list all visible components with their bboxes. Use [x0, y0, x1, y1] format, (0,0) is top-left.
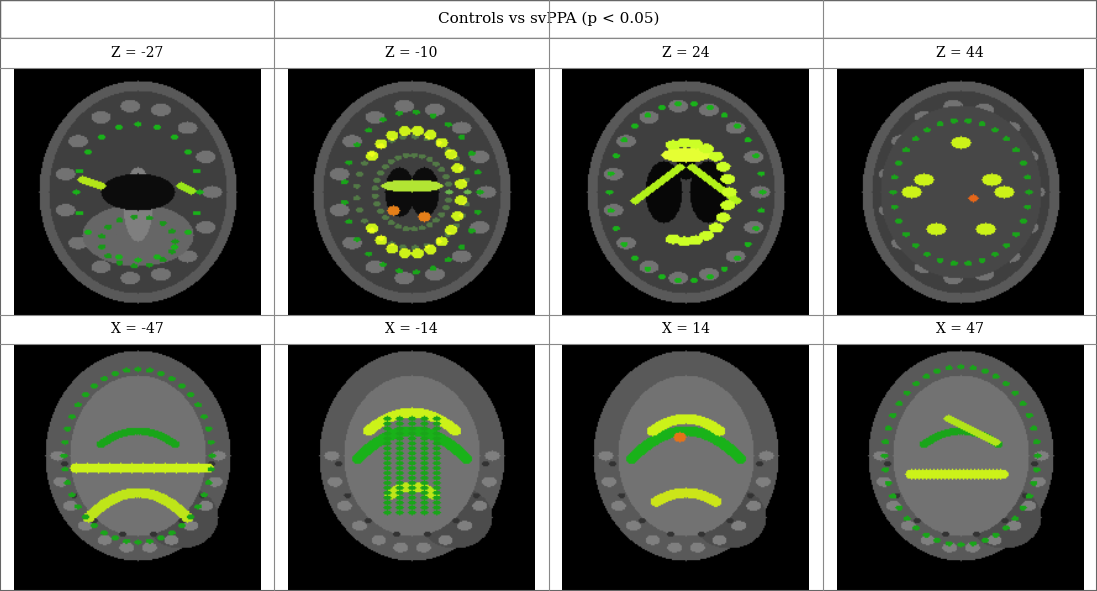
- Text: X = -14: X = -14: [385, 323, 438, 336]
- Text: X = 47: X = 47: [936, 323, 984, 336]
- Text: X = 14: X = 14: [661, 323, 710, 336]
- Text: Z = -10: Z = -10: [385, 46, 438, 60]
- Text: Z = 24: Z = 24: [661, 46, 710, 60]
- Text: Z = 44: Z = 44: [936, 46, 984, 60]
- Text: Z = -27: Z = -27: [111, 46, 163, 60]
- FancyBboxPatch shape: [0, 0, 1097, 38]
- Text: Controls vs svPPA (p < 0.05): Controls vs svPPA (p < 0.05): [438, 12, 659, 27]
- Text: X = -47: X = -47: [111, 323, 163, 336]
